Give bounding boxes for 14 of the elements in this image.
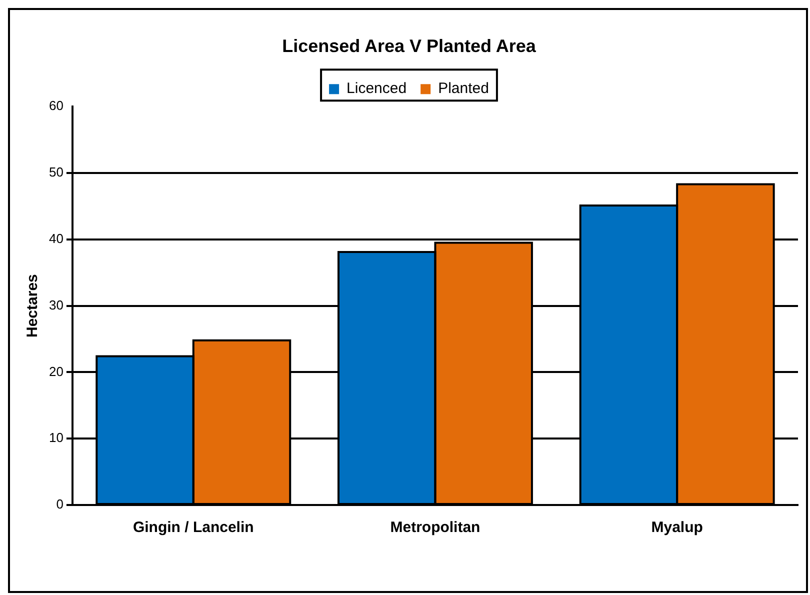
y-tick-label: 40 [48, 230, 64, 246]
y-tick-label: 0 [56, 496, 64, 512]
chart-title: Licensed Area V Planted Area [282, 36, 537, 56]
y-tick-label: 50 [48, 164, 64, 180]
y-tick-label: 20 [48, 364, 64, 379]
x-tick-label: Gingin / Lancelin [132, 519, 254, 536]
x-tick-label: Myalup [651, 519, 703, 536]
x-tick-label: Metropolitan [390, 519, 480, 536]
y-tick-label: 60 [48, 98, 64, 114]
y-tick-label: 30 [48, 297, 64, 312]
legend-label: Planted [438, 80, 489, 98]
y-axis-title: Hectares [24, 274, 42, 338]
legend-label: Licenced [346, 80, 407, 98]
y-tick-label: 10 [48, 430, 64, 446]
